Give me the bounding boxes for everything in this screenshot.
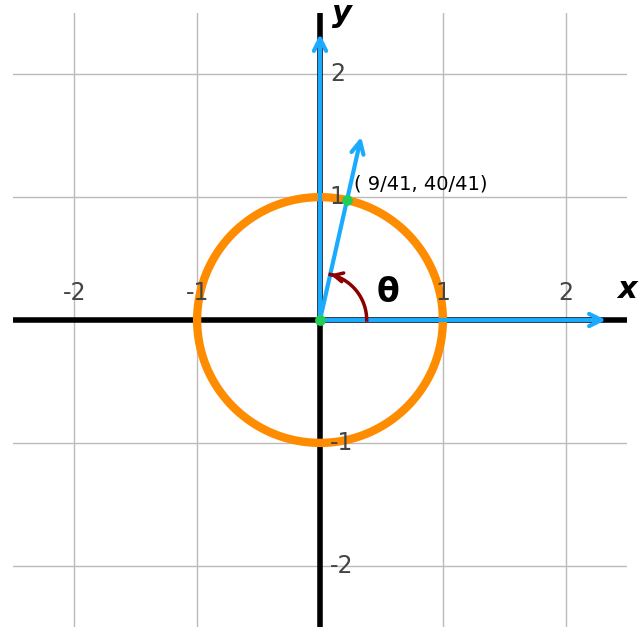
Text: 2: 2 xyxy=(330,62,345,86)
Text: -1: -1 xyxy=(330,431,353,455)
Text: 2: 2 xyxy=(558,281,573,305)
Text: -1: -1 xyxy=(186,281,209,305)
Text: θ: θ xyxy=(376,276,399,310)
Text: ( 9/41, 40/41): ( 9/41, 40/41) xyxy=(355,175,488,194)
Text: -2: -2 xyxy=(63,281,86,305)
Text: -2: -2 xyxy=(330,554,353,578)
Text: 1: 1 xyxy=(330,185,345,209)
Text: 1: 1 xyxy=(435,281,451,305)
Point xyxy=(342,195,352,205)
Point xyxy=(315,315,325,325)
Text: x: x xyxy=(618,275,637,304)
Text: y: y xyxy=(332,0,352,28)
